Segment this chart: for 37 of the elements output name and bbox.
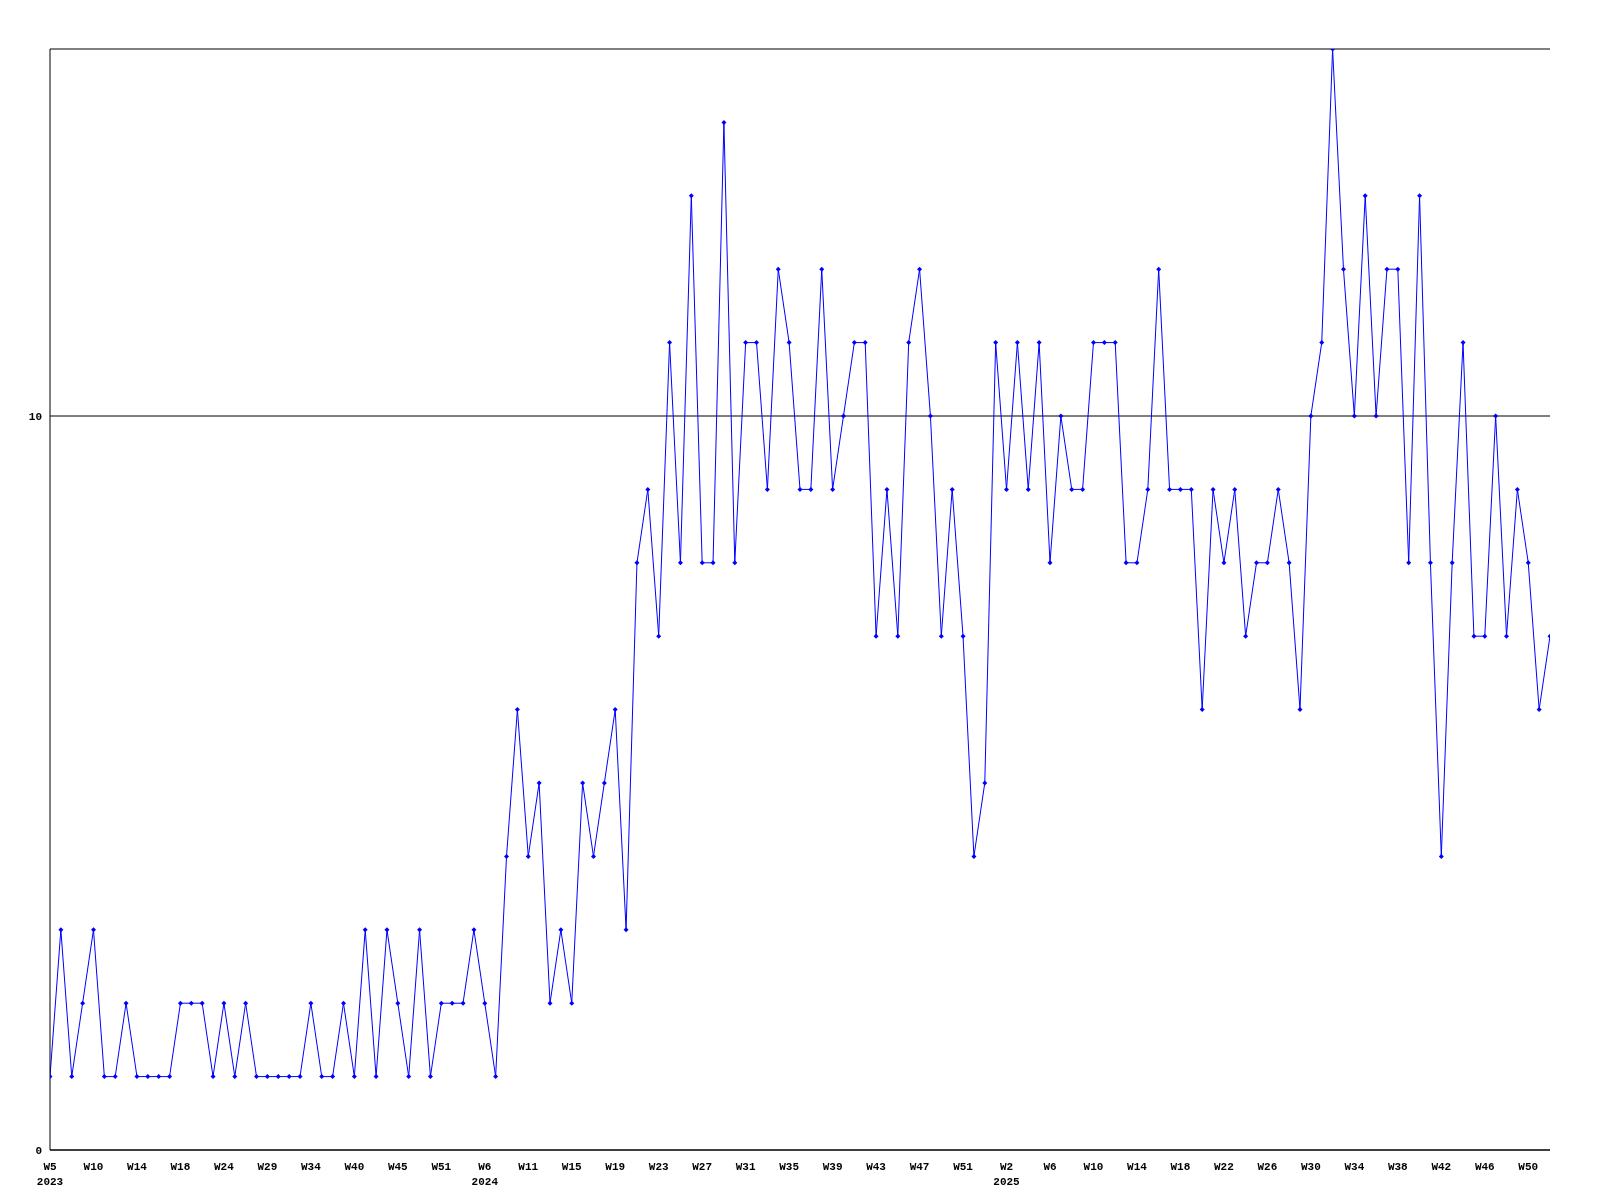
x-tick-label: W14 (1127, 1161, 1148, 1173)
x-tick-label: W46 (1474, 1161, 1495, 1173)
x-tick-label: W15 (561, 1161, 583, 1173)
x-tick-label: W5 2023 (36, 1161, 64, 1188)
x-tick-label: W35 (779, 1161, 800, 1173)
x-tick-label: W47 (909, 1161, 930, 1173)
y-tick-label: 10 (28, 410, 42, 423)
x-tick-label: W11 (518, 1161, 539, 1173)
x-tick-label: W10 (83, 1161, 104, 1173)
x-tick-label: W40 (344, 1161, 365, 1173)
x-tick-label: W22 (1214, 1161, 1234, 1173)
x-tick-label: W23 (648, 1161, 669, 1173)
x-tick-label: W45 (387, 1161, 409, 1173)
x-tick-label: W19 (605, 1161, 626, 1173)
x-tick-label: W2 2025 (993, 1161, 1021, 1188)
x-tick-label: W38 (1387, 1161, 1409, 1173)
x-tick-label: W24 (214, 1161, 235, 1173)
x-tick-label: W50 (1518, 1161, 1539, 1173)
x-tick-label: W39 (822, 1161, 843, 1173)
x-tick-label: W26 (1257, 1161, 1278, 1173)
x-tick-label: W51 (431, 1161, 452, 1173)
x-tick-label: W27 (692, 1161, 713, 1173)
y-tick-label: 0 (35, 1144, 42, 1157)
x-tick-label: W6 (1043, 1161, 1057, 1173)
x-tick-label: W14 (127, 1161, 148, 1173)
x-tick-label: W18 (1170, 1161, 1191, 1173)
x-tick-label: W6 2024 (471, 1161, 499, 1188)
x-tick-label: W10 (1083, 1161, 1104, 1173)
x-tick-label: W29 (257, 1161, 278, 1173)
x-tick-label: W34 (1344, 1161, 1365, 1173)
x-tick-label: W31 (735, 1161, 756, 1173)
x-tick-label: W30 (1300, 1161, 1321, 1173)
x-tick-label: W43 (866, 1161, 887, 1173)
x-tick-label: W18 (170, 1161, 191, 1173)
x-tick-label: W42 (1431, 1161, 1452, 1173)
x-tick-label: W51 (953, 1161, 974, 1173)
x-tick-label: W34 (300, 1161, 322, 1173)
